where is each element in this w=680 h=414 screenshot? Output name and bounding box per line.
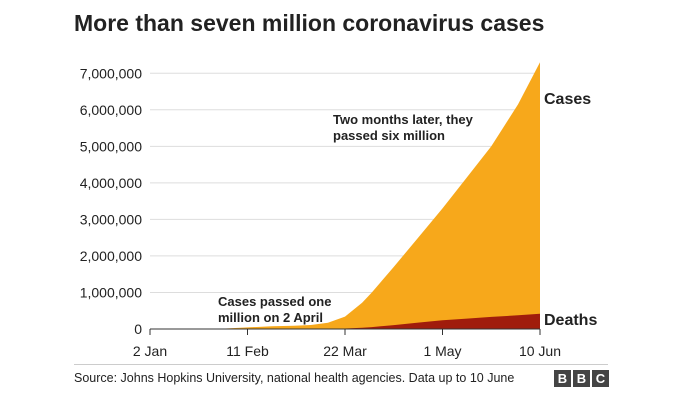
bbc-logo: B B C bbox=[554, 370, 609, 387]
y-tick-label: 4,000,000 bbox=[80, 175, 142, 191]
footer-divider bbox=[74, 364, 608, 365]
source-note: Source: Johns Hopkins University, nation… bbox=[74, 371, 515, 385]
x-tick-label: 22 Mar bbox=[323, 343, 367, 359]
bbc-logo-block: B bbox=[573, 370, 590, 387]
y-tick-label: 1,000,000 bbox=[80, 284, 142, 300]
y-tick-label: 0 bbox=[134, 321, 142, 337]
x-tick-label: 10 Jun bbox=[519, 343, 561, 359]
annotation-one-million: Cases passed one million on 2 April bbox=[218, 294, 331, 325]
annotation-line: Cases passed one bbox=[218, 294, 331, 309]
area-cases bbox=[150, 62, 540, 330]
annotation-six-million: Two months later, they passed six million bbox=[333, 112, 474, 143]
annotation-line: passed six million bbox=[333, 128, 445, 143]
series-label-cases: Cases bbox=[544, 91, 591, 108]
y-tick-label: 3,000,000 bbox=[80, 211, 142, 227]
series-label-deaths: Deaths bbox=[544, 312, 597, 329]
annotation-line: Two months later, they bbox=[333, 112, 474, 127]
bbc-logo-block: C bbox=[592, 370, 609, 387]
area-deaths bbox=[150, 313, 540, 329]
y-tick-label: 5,000,000 bbox=[80, 138, 142, 154]
y-tick-label: 2,000,000 bbox=[80, 248, 142, 264]
x-tick-label: 11 Feb bbox=[226, 343, 269, 359]
chart-title: More than seven million coronavirus case… bbox=[74, 10, 545, 36]
annotation-line: million on 2 April bbox=[218, 310, 323, 325]
y-tick-label: 7,000,000 bbox=[80, 65, 142, 81]
x-tick-label: 1 May bbox=[423, 343, 461, 359]
y-tick-label: 6,000,000 bbox=[80, 102, 142, 118]
x-tick-label: 2 Jan bbox=[133, 343, 167, 359]
bbc-logo-block: B bbox=[554, 370, 571, 387]
